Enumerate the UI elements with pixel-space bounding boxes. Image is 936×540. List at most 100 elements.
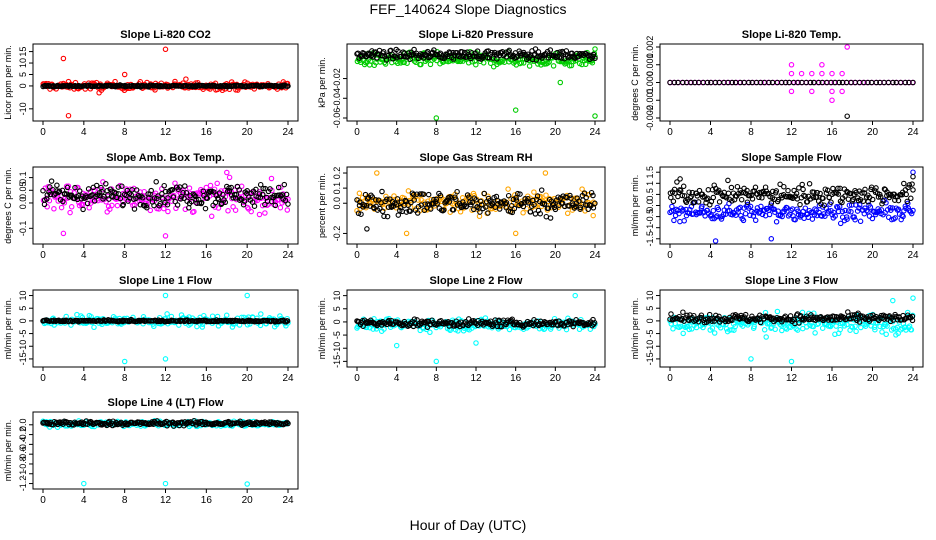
data-point-series-2 [93,182,100,189]
data-point-series-1 [761,327,768,333]
data-point-series-1 [765,319,772,326]
data-point-series-2 [405,202,411,209]
data-point-series-1 [858,324,864,331]
y-tick-label: -0.2 [332,226,342,242]
data-point-series-1 [265,201,272,207]
data-point-series-1 [677,218,683,225]
y-tick-label: 5 [332,306,342,311]
data-point-series-1 [878,207,885,213]
data-point-series-2 [745,79,752,86]
data-point-series-1 [764,321,771,327]
data-point-series-2 [568,195,574,201]
data-point-series-2 [592,200,598,207]
y-tick-label: -10 [645,340,655,353]
data-point-series-2 [873,79,880,86]
data-point-series-2 [215,196,222,203]
data-point-series-1 [843,214,850,220]
data-point-series-2 [390,203,397,209]
panel-title: Slope Line 2 Flow [430,275,523,287]
data-point-series-1 [883,331,889,338]
y-tick-label: -10 [18,102,28,115]
data-point-series-2 [481,190,488,197]
data-point-series-1 [506,326,513,333]
data-point-series-2 [183,189,190,196]
data-point-series-2 [417,191,423,197]
panel-title: Slope Line 3 Flow [745,275,838,287]
data-point-series-2 [531,201,537,208]
data-point-series-2 [590,192,596,199]
data-point-series-2 [552,206,559,213]
data-point-series-2 [151,202,157,209]
data-point-series-2 [558,55,565,61]
panel-6: Slope Sample Flow ml/min per min. 0 4 8 12 16 2… [630,152,924,261]
data-point-series-2 [381,213,387,220]
data-point-series-1 [738,212,744,219]
x-tick-label: 12 [470,127,482,138]
data-point-series-2 [496,206,503,212]
x-tick-label: 24 [907,250,919,261]
data-point-series-1 [579,186,585,192]
data-point-series-1 [472,58,478,64]
data-point-series-2 [285,420,291,427]
data-point-series-1 [809,216,816,222]
data-point-series-1 [822,213,828,219]
data-point-series-2 [674,179,680,185]
data-point-series-2 [704,79,711,86]
data-point-series-2 [509,316,515,322]
x-tick-label: 16 [201,250,213,261]
data-point-series-1 [686,326,692,333]
data-point-series-2 [85,186,92,192]
data-point-series-2 [385,204,392,210]
x-tick-label: 12 [786,250,798,261]
data-point-series-2 [48,178,55,184]
data-point-series-1 [758,203,764,210]
y-axis-label: degrees C per min. [630,44,640,121]
data-point-outlier [910,169,916,175]
panel-8: Slope Line 2 Flow ml/min per min. 0 4 8 12 16 2… [317,275,606,384]
panel-7: Slope Line 1 Flow ml/min per min. 0 4 8 12 16 2… [3,275,299,384]
data-point-outlier [809,88,815,95]
data-point-series-2 [459,49,465,55]
data-point-series-2 [411,46,417,53]
data-point-series-2 [60,198,66,205]
data-point-series-2 [728,184,735,191]
data-point-series-2 [679,192,686,199]
data-point-series-1 [849,324,856,331]
x-tick-label: 12 [470,250,482,261]
x-tick-label: 8 [122,250,128,261]
data-point-series-1 [473,61,479,68]
data-point-series-1 [763,334,769,340]
data-point-series-1 [811,211,818,218]
data-point-series-2 [177,184,183,190]
x-tick-label: 16 [510,373,522,384]
y-axis-label: ml/min per min. [630,298,640,360]
x-tick-label: 16 [826,373,838,384]
data-point-series-2 [119,183,125,189]
x-tick-label: 12 [786,127,798,138]
data-point-series-1 [203,184,210,191]
y-tick-label: 0.1 [18,171,28,184]
data-point-outlier [512,107,519,113]
x-tick-label: 24 [282,373,294,384]
data-point-series-2 [466,194,472,200]
data-point-series-2 [584,52,591,58]
data-point-series-1 [114,202,121,209]
data-point-series-1 [446,326,453,332]
data-point-series-2 [425,191,432,198]
data-point-series-2 [474,48,481,54]
data-point-series-2 [835,191,842,197]
data-point-series-1 [872,326,878,333]
data-point-series-1 [851,214,857,220]
data-point-outlier [374,170,380,176]
data-point-series-1 [381,326,387,332]
y-tick-label: -10 [18,340,28,353]
data-point-series-2 [904,198,910,205]
data-point-series-1 [837,326,843,333]
data-point-series-1 [520,210,526,216]
data-point-outlier [96,90,102,96]
data-point-series-2 [452,196,459,202]
data-point-outlier [572,292,578,299]
data-point-series-2 [514,53,521,59]
data-point-series-2 [437,192,444,199]
x-tick-label: 8 [434,127,440,138]
